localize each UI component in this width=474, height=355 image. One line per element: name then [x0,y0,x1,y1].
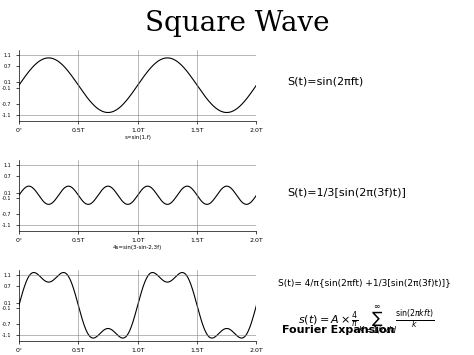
Text: Fourier Expansion: Fourier Expansion [282,325,394,335]
Text: Square Wave: Square Wave [145,10,329,37]
X-axis label: s=sin(1,f): s=sin(1,f) [124,135,151,140]
Text: $s(t) = A \times \frac{4}{\pi} \sum_{K=1/odd}^{\infty} \frac{\sin(2\pi k f t)}{k: $s(t) = A \times \frac{4}{\pi} \sum_{K=1… [298,304,434,337]
X-axis label: 4s=sin(3-sin-2,3f): 4s=sin(3-sin-2,3f) [113,245,162,250]
Text: S(t)=1/3[sin(2π(3f)t)]: S(t)=1/3[sin(2π(3f)t)] [288,187,407,197]
Text: S(t)= 4/π{sin(2πft) +1/3[sin(2π(3f)t)]}: S(t)= 4/π{sin(2πft) +1/3[sin(2π(3f)t)]} [277,278,450,287]
Text: S(t)=sin(2πft): S(t)=sin(2πft) [288,77,364,87]
